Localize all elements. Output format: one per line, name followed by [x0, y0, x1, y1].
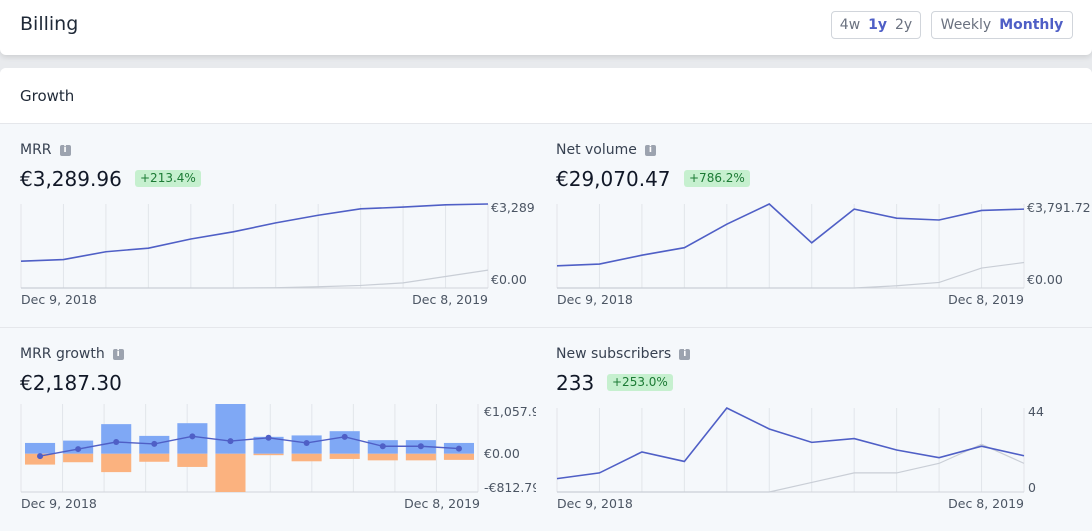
previous-period-line [21, 269, 489, 289]
x-axis-start-label: Dec 9, 2018 [557, 292, 633, 307]
new-subscribers-value: 233 [556, 371, 595, 395]
mrr-growth-value: €2,187.30 [20, 371, 122, 395]
mrr-change-badge: +213.4% [135, 170, 201, 187]
info-icon[interactable]: i [679, 348, 691, 360]
net-growth-point [75, 446, 82, 453]
net-growth-point [455, 445, 462, 452]
mrr-chart[interactable]: €3,289.96 €0.00 Dec 9, 2018 Dec 8, 2019 [0, 200, 536, 327]
y-axis-max-label: €3,791.72 [1027, 200, 1091, 215]
net-growth-point [227, 438, 234, 445]
y-axis-zero-label: €0.00 [484, 446, 520, 461]
mrr-growth-label: MRR growth [20, 346, 105, 362]
net-growth-point [417, 443, 424, 450]
net-volume-label: Net volume [556, 142, 637, 158]
negative-bar [367, 453, 398, 461]
net-growth-line [39, 435, 460, 457]
current-period-line [556, 406, 1025, 480]
interval-selector: Weekly Monthly [931, 11, 1073, 39]
info-icon[interactable]: i [59, 144, 71, 156]
previous-period-line [557, 443, 1025, 493]
positive-bar [24, 442, 56, 454]
negative-bar [329, 453, 360, 459]
growth-panel: Growth MRR i €3,289.96 +213.4% €3,289.96… [0, 68, 1092, 531]
negative-bar [24, 453, 56, 465]
new-subscribers-chart[interactable]: 44 0 Dec 9, 2018 Dec 8, 2019 [536, 404, 1072, 531]
info-icon[interactable]: i [112, 348, 124, 360]
net-growth-point [37, 453, 44, 460]
mrr-card[interactable]: MRR i €3,289.96 +213.4% €3,289.96 €0.00 … [0, 124, 536, 327]
negative-bar [291, 453, 322, 462]
mrr-growth-card[interactable]: MRR growth i €2,187.30 €1,057.99 €0.00 -… [0, 328, 536, 531]
top-bar: Billing 4w 1y 2y Weekly Monthly [0, 0, 1092, 55]
net-growth-point [379, 443, 386, 450]
negative-bar [139, 453, 170, 462]
net-growth-point [189, 433, 196, 440]
metric-label: Net volume i [556, 142, 656, 158]
x-axis-end-label: Dec 8, 2019 [412, 292, 488, 307]
positive-bar [215, 404, 246, 454]
net-growth-point [341, 433, 348, 440]
y-axis-min-label: -€812.79 [484, 480, 536, 495]
y-axis-min-label: €0.00 [491, 272, 527, 287]
new-subscribers-card[interactable]: New subscribers i 233 +253.0% 44 0 Dec 9… [536, 328, 1072, 531]
previous-period-line [557, 261, 1025, 289]
negative-bar [215, 453, 246, 492]
x-axis-end-label: Dec 8, 2019 [948, 496, 1024, 511]
current-period-line [556, 203, 1025, 267]
panel-header: Growth [0, 68, 1092, 124]
y-axis-min-label: 0 [1028, 480, 1036, 495]
negative-bar [101, 453, 132, 473]
metric-label: MRR i [20, 142, 71, 158]
range-option-2y[interactable]: 2y [895, 17, 913, 33]
y-axis-min-label: €0.00 [1027, 272, 1063, 287]
metrics-grid: MRR i €3,289.96 +213.4% €3,289.96 €0.00 … [0, 124, 1092, 531]
negative-bar [443, 453, 475, 460]
interval-option-weekly[interactable]: Weekly [940, 17, 992, 33]
current-period-line [20, 203, 489, 262]
net-growth-point [265, 434, 272, 441]
y-axis-max-label: €1,057.99 [484, 404, 536, 419]
net-growth-point [303, 439, 310, 446]
net-volume-chart[interactable]: €3,791.72 €0.00 Dec 9, 2018 Dec 8, 2019 [536, 200, 1092, 327]
positive-bar [101, 424, 132, 454]
y-axis-max-label: €3,289.96 [491, 200, 536, 215]
x-axis-start-label: Dec 9, 2018 [557, 496, 633, 511]
x-axis-start-label: Dec 9, 2018 [21, 292, 97, 307]
metric-label: New subscribers i [556, 346, 691, 362]
y-axis-max-label: 44 [1028, 404, 1044, 419]
negative-bar [177, 453, 208, 467]
net-growth-point [151, 440, 158, 447]
range-option-4w[interactable]: 4w [839, 17, 861, 33]
negative-bar [405, 453, 436, 461]
x-axis-end-label: Dec 8, 2019 [948, 292, 1024, 307]
new-subscribers-label: New subscribers [556, 346, 672, 362]
x-axis-end-label: Dec 8, 2019 [404, 496, 480, 511]
metric-label: MRR growth i [20, 346, 124, 362]
new-subscribers-change-badge: +253.0% [607, 374, 673, 391]
x-axis-start-label: Dec 9, 2018 [21, 496, 97, 511]
mrr-growth-chart[interactable]: €1,057.99 €0.00 -€812.79 Dec 9, 2018 Dec… [0, 404, 536, 531]
range-selector: 4w 1y 2y [831, 11, 921, 39]
positive-bar [253, 436, 284, 454]
info-icon[interactable]: i [644, 144, 656, 156]
panel-title: Growth [20, 87, 75, 105]
mrr-label: MRR [20, 142, 52, 158]
net-volume-change-badge: +786.2% [684, 170, 750, 187]
negative-bar [253, 453, 284, 456]
negative-bar [63, 453, 94, 463]
net-volume-card[interactable]: Net volume i €29,070.47 +786.2% €3,791.7… [536, 124, 1091, 327]
net-growth-point [113, 439, 120, 446]
interval-option-monthly[interactable]: Monthly [999, 17, 1064, 33]
mrr-value: €3,289.96 [20, 167, 122, 191]
divider [0, 327, 1092, 328]
range-option-1y[interactable]: 1y [868, 17, 888, 33]
net-volume-value: €29,070.47 [556, 167, 671, 191]
positive-bar [329, 431, 360, 454]
page-title: Billing [20, 13, 79, 35]
